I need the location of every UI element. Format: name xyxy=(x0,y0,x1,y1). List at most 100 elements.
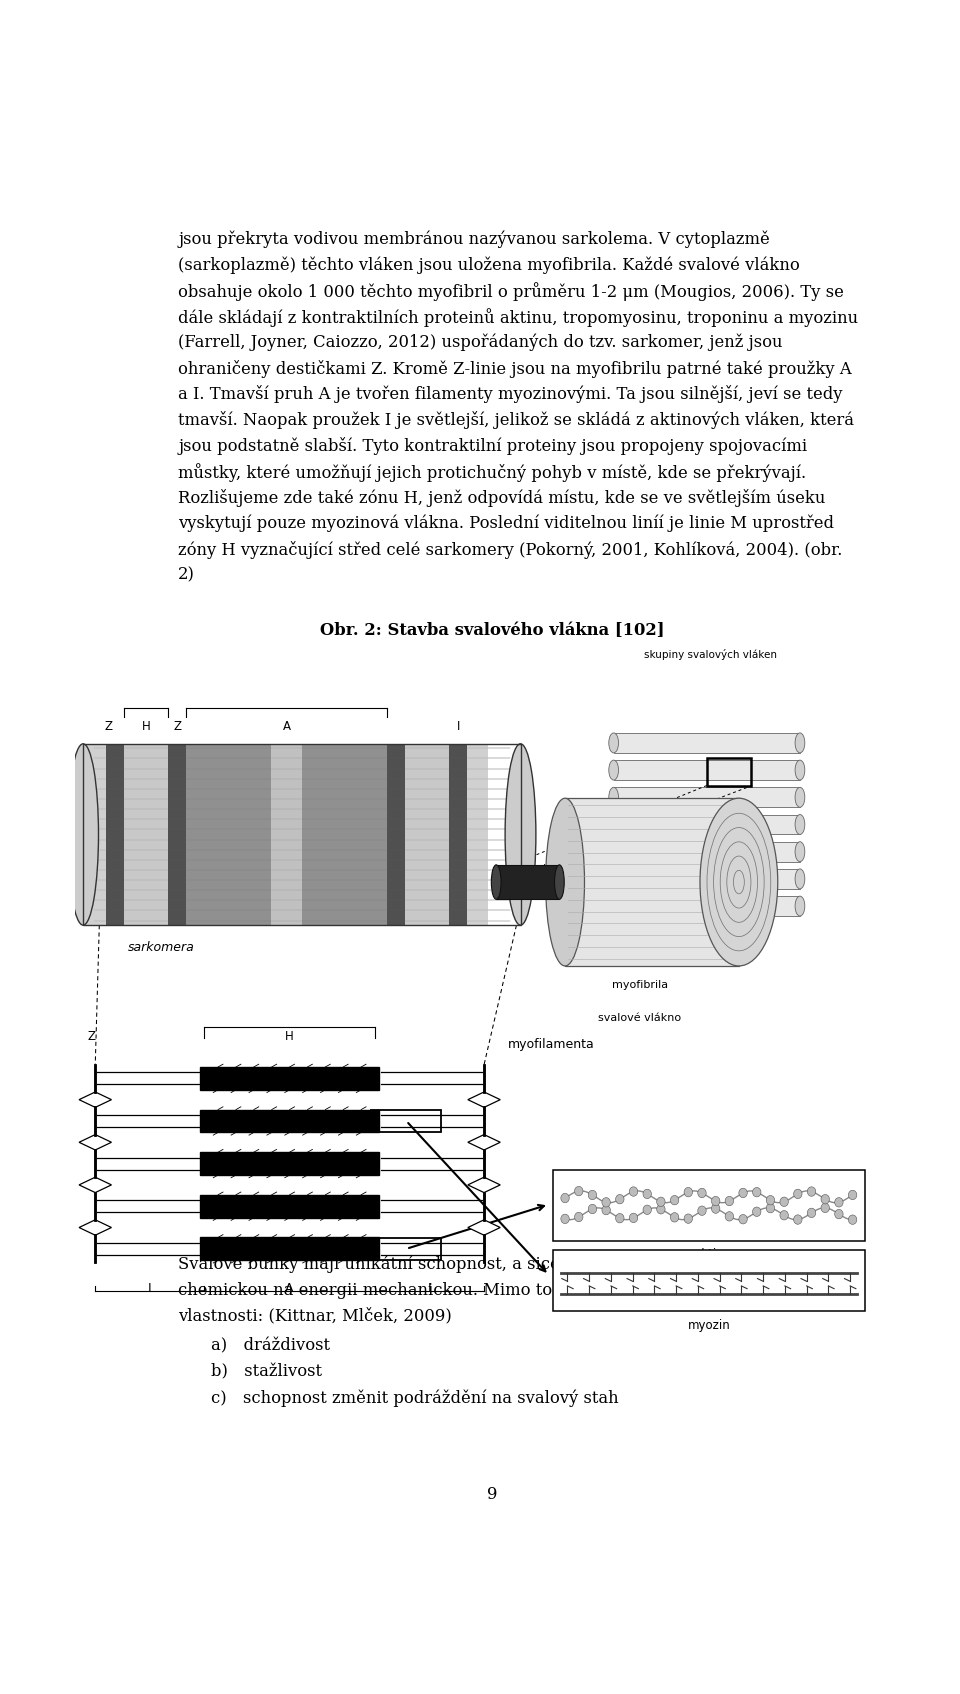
Ellipse shape xyxy=(609,788,618,808)
Circle shape xyxy=(766,1203,775,1213)
Bar xyxy=(565,798,739,966)
Text: (sarkoplazmě) těchto vláken jsou uložena myofibrila. Každé svalové vlákno: (sarkoplazmě) těchto vláken jsou uložena… xyxy=(179,256,800,274)
Bar xyxy=(271,744,301,925)
Text: Z: Z xyxy=(105,720,112,734)
Circle shape xyxy=(670,1196,679,1204)
Text: ohraničeny destičkami Z. Kromě Z-linie jsou na myofibrilu patrné také proužky A: ohraničeny destičkami Z. Kromě Z-linie j… xyxy=(179,359,852,378)
Bar xyxy=(201,1194,379,1218)
Text: chemickou na energii mechanickou. Mimo to také mají tři charakteristické: chemickou na energii mechanickou. Mimo t… xyxy=(179,1282,800,1299)
Text: sarkomera: sarkomera xyxy=(128,942,194,954)
Circle shape xyxy=(698,1187,707,1198)
Text: myozin: myozin xyxy=(687,1318,731,1331)
Ellipse shape xyxy=(795,869,804,889)
Circle shape xyxy=(834,1210,843,1218)
Text: H: H xyxy=(285,1030,294,1044)
Ellipse shape xyxy=(795,842,804,862)
Circle shape xyxy=(615,1213,624,1223)
Ellipse shape xyxy=(555,866,564,900)
Bar xyxy=(449,744,467,925)
Circle shape xyxy=(630,1187,637,1196)
Polygon shape xyxy=(468,1220,500,1235)
Circle shape xyxy=(643,1204,652,1215)
Circle shape xyxy=(821,1203,829,1213)
Text: I: I xyxy=(456,720,460,734)
Bar xyxy=(84,744,106,925)
Bar xyxy=(613,896,800,916)
Bar xyxy=(201,1067,379,1089)
Circle shape xyxy=(588,1204,597,1213)
Text: H: H xyxy=(141,720,151,734)
Circle shape xyxy=(684,1215,692,1223)
Polygon shape xyxy=(79,1177,111,1193)
Text: A: A xyxy=(282,720,291,734)
Circle shape xyxy=(670,1213,679,1221)
Circle shape xyxy=(698,1206,707,1215)
Text: můstky, které umožňují jejich protichučný pohyb v místě, kde se překrývají.: můstky, které umožňují jejich protichučn… xyxy=(179,462,806,483)
Ellipse shape xyxy=(68,744,99,925)
Circle shape xyxy=(574,1186,583,1196)
Bar xyxy=(613,842,800,862)
Ellipse shape xyxy=(795,734,804,752)
Circle shape xyxy=(643,1189,652,1199)
Text: zóny H vyznačující střed celé sarkomery (Pokorný, 2001, Kohlíková, 2004). (obr.: zóny H vyznačující střed celé sarkomery … xyxy=(179,540,843,559)
Polygon shape xyxy=(79,1220,111,1235)
Bar xyxy=(372,1238,442,1260)
Circle shape xyxy=(561,1193,569,1203)
Bar xyxy=(613,815,800,835)
Bar xyxy=(84,744,520,925)
Text: vlastnosti: (Kittnar, Mlček, 2009): vlastnosti: (Kittnar, Mlček, 2009) xyxy=(179,1308,452,1325)
Bar xyxy=(496,866,560,900)
Circle shape xyxy=(739,1215,747,1225)
Bar xyxy=(168,744,186,925)
Circle shape xyxy=(821,1194,829,1204)
Circle shape xyxy=(602,1198,611,1208)
Bar xyxy=(613,761,800,779)
Ellipse shape xyxy=(795,761,804,779)
Polygon shape xyxy=(468,1093,500,1108)
Circle shape xyxy=(725,1196,733,1206)
Text: obsahuje okolo 1 000 těchto myofibril o průměru 1-2 μm (Mougios, 2006). Ty se: obsahuje okolo 1 000 těchto myofibril o … xyxy=(179,281,844,302)
Bar xyxy=(201,1237,379,1260)
Text: myofilamenta: myofilamenta xyxy=(509,1038,595,1052)
Polygon shape xyxy=(79,1135,111,1150)
Text: Z: Z xyxy=(87,1030,95,1044)
Circle shape xyxy=(766,1196,775,1204)
Bar xyxy=(467,744,488,925)
Bar xyxy=(613,869,800,889)
Text: I: I xyxy=(148,1282,152,1296)
Ellipse shape xyxy=(505,744,536,925)
Ellipse shape xyxy=(545,798,585,966)
Ellipse shape xyxy=(609,869,618,889)
Circle shape xyxy=(684,1187,692,1198)
Bar xyxy=(707,759,752,786)
Circle shape xyxy=(739,1187,747,1198)
Circle shape xyxy=(657,1198,665,1206)
Polygon shape xyxy=(79,1093,111,1108)
Polygon shape xyxy=(468,1135,500,1150)
Text: A: A xyxy=(285,1282,294,1296)
Text: I: I xyxy=(428,1282,431,1296)
Text: tmavší. Naopak proužek I je světlejší, jelikož se skládá z aktinových vláken, kt: tmavší. Naopak proužek I je světlejší, j… xyxy=(179,412,854,429)
Bar xyxy=(106,744,124,925)
Bar xyxy=(124,744,168,925)
Ellipse shape xyxy=(609,761,618,779)
Circle shape xyxy=(753,1187,761,1198)
Ellipse shape xyxy=(795,896,804,916)
Circle shape xyxy=(602,1206,611,1215)
Circle shape xyxy=(834,1198,843,1208)
Ellipse shape xyxy=(609,896,618,916)
Text: a I. Tmavší pruh A je tvořen filamenty myozinovými. Ta jsou silnější, jeví se te: a I. Tmavší pruh A je tvořen filamenty m… xyxy=(179,386,843,403)
Circle shape xyxy=(849,1191,857,1199)
Circle shape xyxy=(807,1187,816,1196)
Circle shape xyxy=(849,1215,857,1225)
Ellipse shape xyxy=(700,798,778,966)
Text: Z: Z xyxy=(173,720,181,734)
Bar xyxy=(372,1110,442,1132)
Bar xyxy=(405,744,449,925)
Bar xyxy=(553,1250,865,1311)
Text: svalové vlákno: svalové vlákno xyxy=(598,1013,682,1023)
Bar xyxy=(613,788,800,808)
Text: jsou překryta vodivou membránou nazývanou sarkolema. V cytoplazmě: jsou překryta vodivou membránou nazývano… xyxy=(179,230,770,247)
Circle shape xyxy=(615,1194,624,1204)
Circle shape xyxy=(780,1198,788,1206)
